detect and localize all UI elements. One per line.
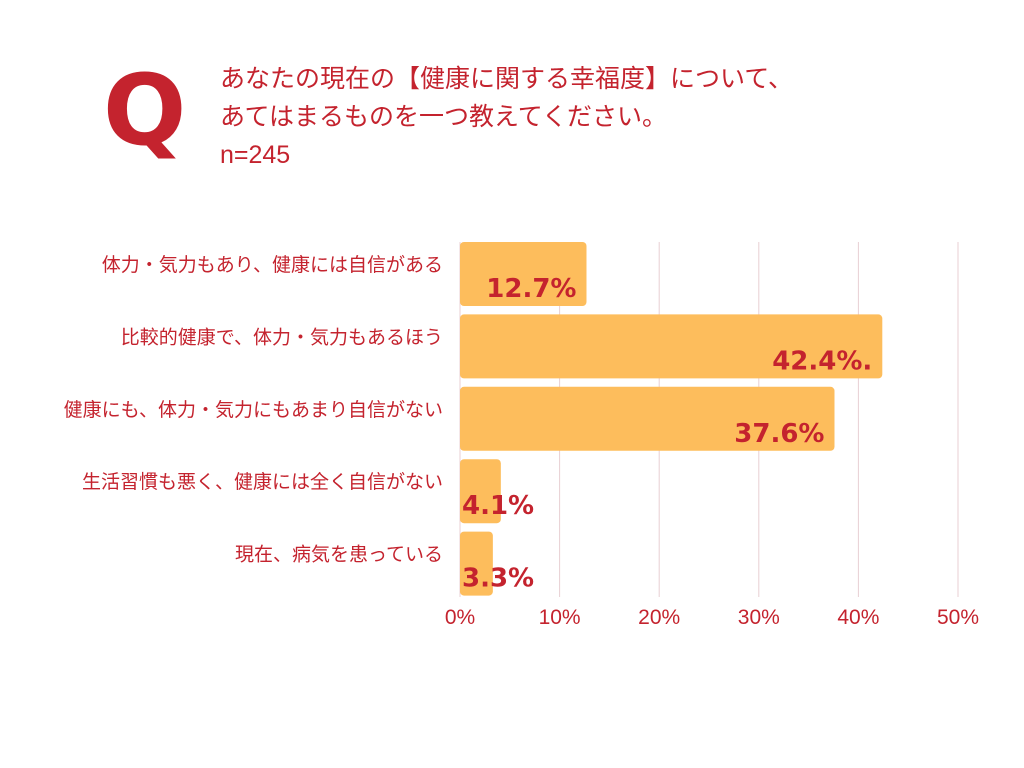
bar-1 (460, 242, 587, 306)
value-label-5: 3.3% (462, 564, 534, 594)
category-label-3: 健康にも、体力・気力にもあまり自信がない (64, 399, 443, 421)
category-label-2: 比較的健康で、体力・気力もあるほう (121, 326, 443, 348)
tick-label-10: 10% (539, 606, 581, 629)
tick-label-50: 50% (937, 606, 979, 629)
bar-4 (460, 459, 501, 524)
question-q-mark: Q (103, 54, 187, 168)
category-label-4: 生活習慣も悪く、健康には全く自信がない (82, 471, 443, 493)
value-label-2: 42.4%. (772, 346, 872, 376)
bars (460, 242, 883, 596)
tick-label-0: 0% (445, 606, 475, 629)
tick-label-30: 30% (738, 606, 780, 629)
sample-size: n=245 (220, 141, 291, 169)
bar-3 (460, 386, 835, 451)
category-label-5: 現在、病気を患っている (235, 544, 443, 566)
question-line-2: あてはまるものを一つ教えてください。 (220, 102, 668, 131)
labels: 0% 10% 20% 30% 40% 50% 体力・気力もあり、健康には自信がある 12.7%… (64, 254, 979, 629)
bar-5 (460, 531, 493, 596)
question-block: あなたの現在の【健康に関する幸福度】について、 あてはまるものを一つ教えてくださ… (220, 60, 793, 174)
tick-label-40: 40% (837, 606, 879, 629)
value-label-4: 4.1% (462, 491, 534, 521)
tick-label-20: 20% (638, 606, 680, 629)
value-label-1: 12.7% (486, 274, 576, 304)
bar-2 (460, 314, 883, 379)
category-label-1: 体力・気力もあり、健康には自信がある (102, 254, 443, 276)
value-label-3: 37.6% (734, 419, 824, 449)
question-line-1: あなたの現在の【健康に関する幸福度】について、 (220, 64, 794, 93)
